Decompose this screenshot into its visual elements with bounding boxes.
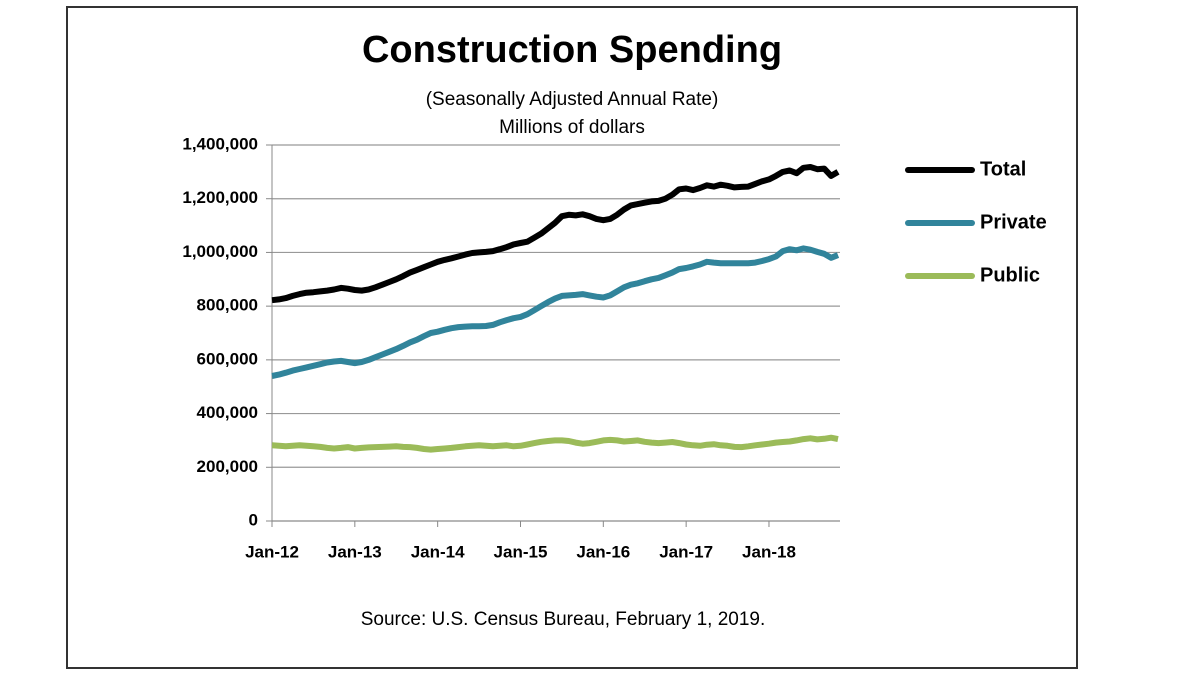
- y-tick-label: 800,000: [197, 296, 258, 315]
- x-tick-label: Jan-12: [245, 542, 299, 561]
- x-tick-label: Jan-18: [742, 542, 796, 561]
- chart-subtitle: (Seasonally Adjusted Annual Rate): [426, 89, 719, 110]
- y-tick-label: 0: [249, 510, 258, 529]
- series-line: [271, 245, 840, 379]
- source-note: Source: U.S. Census Bureau, February 1, …: [361, 609, 766, 630]
- y-tick-label: 200,000: [197, 457, 258, 476]
- y-tick-label: 1,200,000: [182, 188, 258, 207]
- legend-label: Private: [980, 211, 1047, 233]
- x-tick-label: Jan-14: [411, 542, 465, 561]
- chart-title: Construction Spending: [362, 29, 782, 71]
- y-tick-label: 1,000,000: [182, 242, 258, 261]
- chart-frame: [66, 6, 1078, 669]
- y-tick-label: 400,000: [197, 403, 258, 422]
- x-tick-label: Jan-16: [576, 542, 630, 561]
- y-tick-label: 1,400,000: [182, 134, 258, 153]
- series-line: [271, 164, 840, 304]
- y-tick-label: 600,000: [197, 349, 258, 368]
- units-note: Millions of dollars: [499, 117, 645, 138]
- legend-label: Public: [980, 264, 1040, 286]
- series-line: [271, 434, 839, 453]
- x-tick-label: Jan-15: [494, 542, 548, 561]
- x-tick-label: Jan-17: [659, 542, 713, 561]
- legend-label: Total: [980, 158, 1026, 180]
- x-tick-label: Jan-13: [328, 542, 382, 561]
